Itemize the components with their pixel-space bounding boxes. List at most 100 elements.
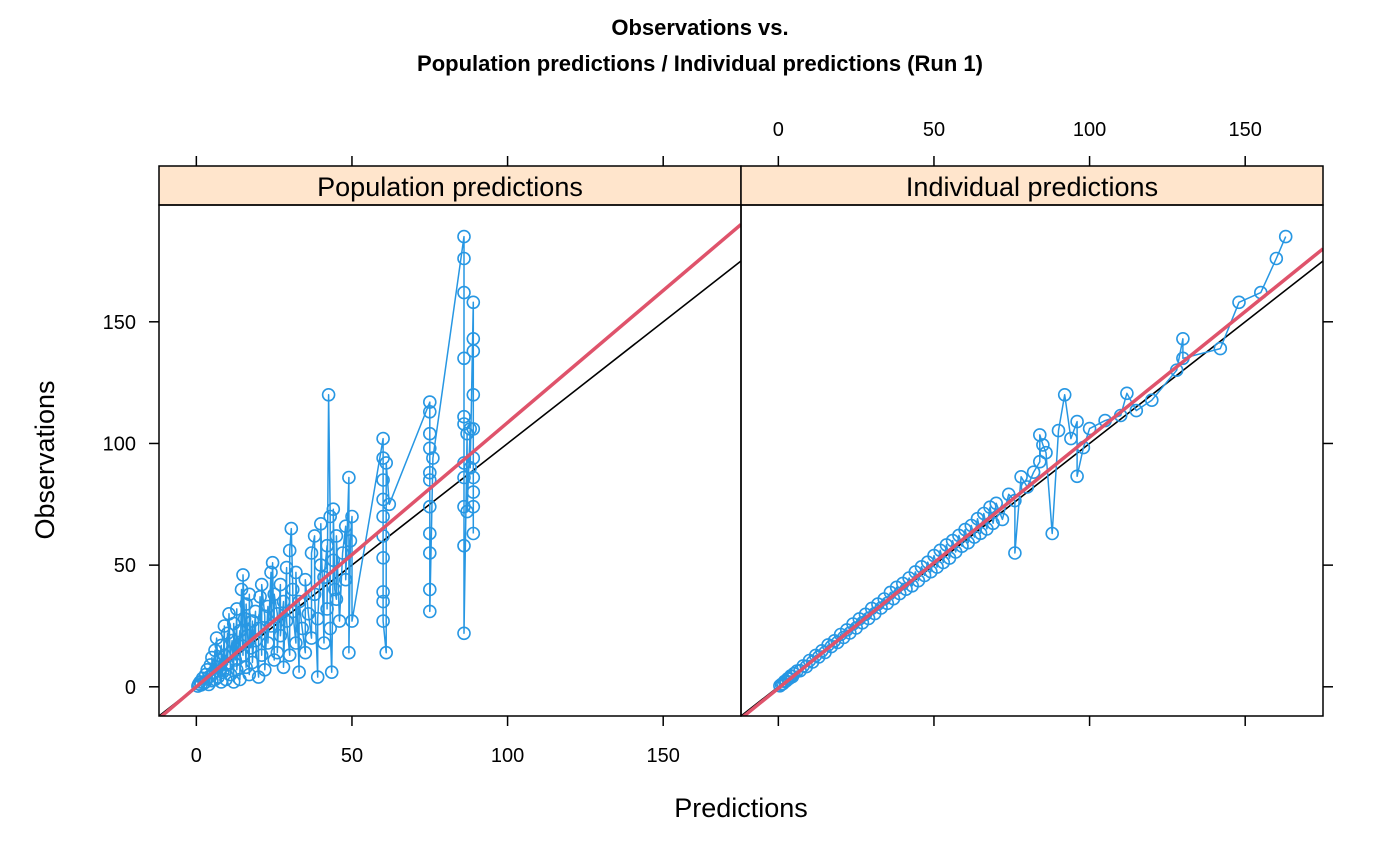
- data-point-population: [457, 409, 471, 424]
- data-point-population: [379, 645, 394, 660]
- data-point-population: [257, 662, 272, 677]
- data-point-population: [342, 645, 356, 660]
- data-point-population: [326, 502, 341, 517]
- plot-area-population: [159, 223, 741, 716]
- data-point-population: [329, 592, 344, 607]
- data-point-individual: [787, 666, 801, 681]
- data-point-individual: [1008, 546, 1022, 560]
- data-point-population: [257, 609, 272, 624]
- data-point-population: [466, 470, 481, 485]
- data-point-population: [422, 441, 437, 456]
- data-point-population: [226, 675, 241, 689]
- data-point-population: [310, 670, 325, 684]
- data-point-population: [292, 594, 306, 609]
- chart-title-line1: Observations vs.: [611, 15, 788, 40]
- data-point-population: [457, 251, 471, 266]
- data-point-individual: [1145, 393, 1159, 408]
- data-point-population: [324, 665, 339, 680]
- series-line-population: [197, 235, 475, 687]
- data-point-population: [382, 497, 397, 512]
- data-point-population: [276, 594, 291, 609]
- data-point-population: [463, 460, 478, 475]
- x-tick-label-bottom: 0: [191, 745, 202, 767]
- data-point-population: [289, 565, 303, 580]
- data-point-population: [457, 470, 471, 485]
- data-point-population: [338, 572, 353, 587]
- data-point-individual: [1014, 469, 1028, 484]
- data-point-population: [289, 636, 303, 650]
- data-point-population: [422, 582, 437, 597]
- data-point-population: [245, 655, 260, 670]
- strip-label-individual: Individual predictions: [906, 172, 1158, 202]
- data-point-individual: [1232, 295, 1246, 310]
- data-point-population: [321, 387, 336, 402]
- data-point-population: [298, 645, 313, 660]
- data-point-individual: [986, 516, 1000, 531]
- data-point-population: [234, 582, 249, 597]
- x-tick-label-bottom: 150: [647, 745, 680, 767]
- data-point-population: [282, 543, 297, 558]
- data-point-individual: [1120, 386, 1134, 401]
- data-point-population: [422, 426, 437, 441]
- data-point-population: [261, 599, 275, 614]
- data-point-population: [273, 628, 288, 643]
- y-tick-label: 150: [103, 312, 136, 334]
- data-point-population: [209, 631, 224, 645]
- chart-title-line2: Population predictions / Individual pred…: [417, 51, 983, 76]
- data-point-population: [230, 662, 244, 677]
- data-point-population: [466, 344, 481, 358]
- data-point-population: [422, 546, 437, 560]
- x-tick-label-bottom: 50: [341, 745, 363, 767]
- data-point-individual: [1039, 445, 1053, 460]
- data-point-individual: [1213, 341, 1228, 356]
- data-point-population: [285, 582, 300, 597]
- x-axis-title: Predictions: [674, 793, 808, 823]
- data-point-individual: [1278, 229, 1293, 244]
- strip-population: [158, 165, 742, 206]
- x-tick-label-top: 50: [923, 119, 945, 141]
- data-point-individual: [989, 496, 1004, 511]
- data-point-population: [422, 526, 437, 541]
- data-point-individual: [1129, 403, 1144, 418]
- data-point-individual: [1033, 454, 1047, 469]
- data-point-population: [379, 456, 394, 470]
- data-point-population: [284, 521, 299, 536]
- data-point-population: [310, 611, 325, 626]
- y-tick-label: 0: [125, 677, 136, 699]
- data-point-population: [376, 550, 390, 565]
- data-point-individual: [1064, 431, 1078, 446]
- data-point-population: [282, 648, 297, 663]
- data-point-population: [376, 594, 390, 609]
- data-point-individual: [1269, 251, 1284, 266]
- data-point-population: [261, 636, 275, 650]
- data-point-population: [376, 473, 390, 487]
- data-point-population: [317, 636, 331, 650]
- data-point-population: [422, 473, 437, 487]
- data-point-population: [326, 553, 341, 568]
- data-point-population: [376, 431, 390, 446]
- data-point-population: [466, 295, 481, 310]
- panel-population: Population predictions: [158, 165, 742, 717]
- x-tick-label-top: 0: [773, 119, 784, 141]
- data-point-population: [422, 465, 437, 480]
- data-point-population: [320, 602, 334, 616]
- data-point-individual: [1176, 331, 1190, 346]
- strip-label-population: Population predictions: [317, 172, 583, 202]
- axes: 0 0 50 50 100 100 150 150 0 50 100 150: [103, 119, 1333, 767]
- data-point-population: [422, 499, 437, 514]
- y-axis-title: Observations: [30, 380, 60, 539]
- data-point-individual: [1033, 428, 1047, 442]
- data-point-population: [313, 516, 328, 531]
- smooth-line-population: [159, 223, 741, 716]
- data-point-population: [338, 519, 353, 534]
- data-point-population: [313, 558, 328, 572]
- smooth-line-individual: [741, 247, 1323, 716]
- data-point-population: [267, 587, 282, 602]
- data-point-individual: [1036, 438, 1050, 452]
- data-point-individual: [1026, 465, 1041, 480]
- data-point-population: [242, 667, 257, 682]
- data-point-population: [457, 538, 471, 553]
- data-point-population: [323, 621, 338, 636]
- data-point-population: [343, 533, 358, 548]
